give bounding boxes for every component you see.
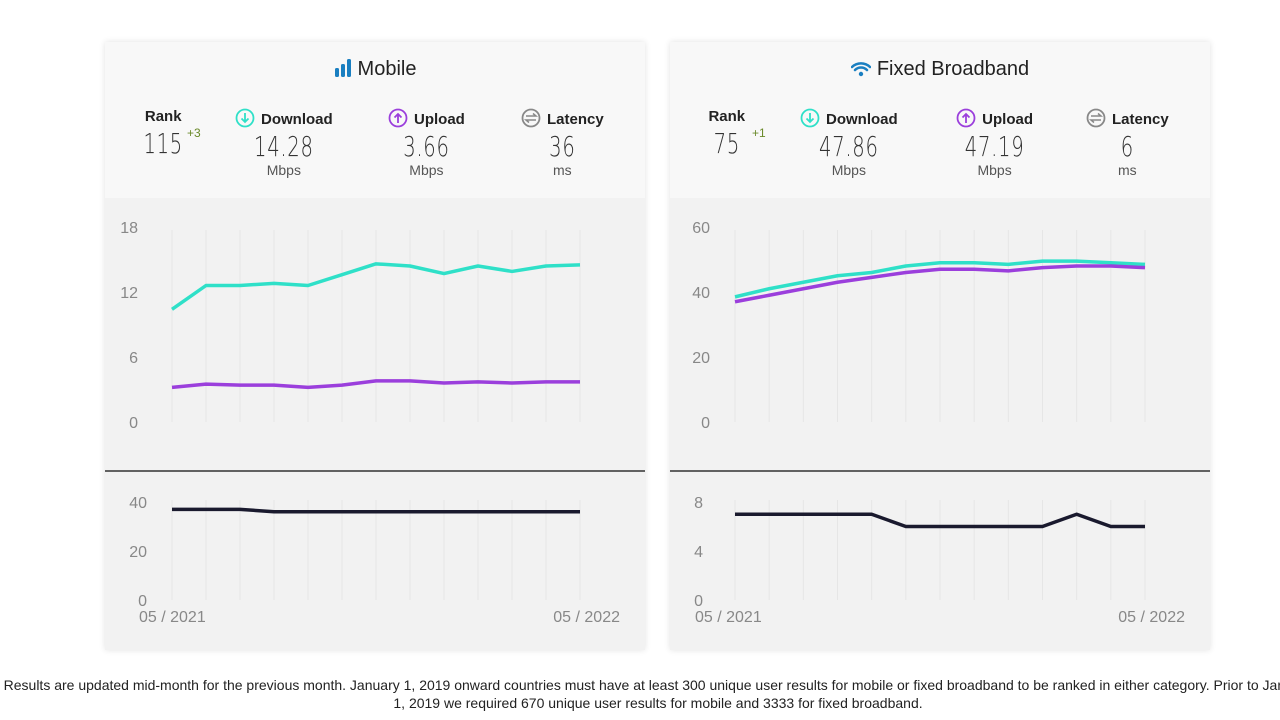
- download-value: 14.28: [254, 130, 314, 163]
- latency-label: Latency: [547, 111, 604, 128]
- download-label: Download: [261, 111, 333, 128]
- card-title: Fixed Broadband: [670, 58, 1210, 81]
- upload-value: 3.66: [403, 130, 450, 163]
- latency-y-tick-label: 40: [129, 495, 147, 512]
- upload-icon: [956, 108, 982, 128]
- y-tick-label: 0: [129, 415, 138, 432]
- download-icon: [800, 108, 826, 128]
- wifi-icon: [850, 58, 877, 80]
- card-title: Mobile: [105, 58, 645, 81]
- latency-unit: ms: [1118, 162, 1137, 178]
- y-tick-label: 0: [701, 415, 710, 432]
- rank-stat: Rank 115: [135, 108, 191, 159]
- latency-stat: Latency 36 ms: [521, 108, 604, 178]
- download-stat: Download 47.86 Mbps: [800, 108, 898, 178]
- latency-label: Latency: [1112, 111, 1169, 128]
- rank-label: Rank: [708, 108, 746, 125]
- download-stat: Download 14.28 Mbps: [235, 108, 333, 178]
- upload-line: [171, 379, 580, 390]
- latency-line: [172, 507, 580, 514]
- latency-stat: Latency 6 ms: [1086, 108, 1169, 178]
- fixed-broadband-card: Fixed Broadband Rank 75 +1 Download 47.86 M…: [670, 42, 1210, 650]
- download-line: [734, 259, 1146, 299]
- latency-y-tick-label: 20: [129, 544, 147, 561]
- rank-label: Rank: [144, 108, 182, 125]
- latency-value: 36: [549, 130, 576, 163]
- rank-stat: Rank 75: [708, 108, 746, 159]
- download-label: Download: [826, 111, 898, 128]
- speed-chart: 0 6 12 18 0 20 40 05 / 2021 05 / 2022: [105, 220, 645, 626]
- latency-unit: ms: [553, 162, 572, 178]
- latency-icon: [1086, 108, 1112, 128]
- x-label-end: 05 / 2022: [553, 609, 620, 626]
- y-tick-label: 18: [120, 220, 138, 237]
- title-text: Fixed Broadband: [876, 58, 1030, 80]
- rank-change: +3: [187, 126, 201, 140]
- y-tick-label: 60: [692, 220, 710, 237]
- latency-icon: [521, 108, 547, 128]
- latency-y-tick-label: 0: [138, 593, 147, 610]
- speed-chart: 0 20 40 60 0 4 8 05 / 2021 05 / 2022: [670, 220, 1210, 626]
- upload-stat: Upload 3.66 Mbps: [388, 108, 465, 178]
- latency-y-tick-label: 0: [694, 593, 703, 610]
- upload-line: [734, 264, 1146, 304]
- download-icon: [235, 108, 261, 128]
- latency-value: 6: [1120, 130, 1134, 163]
- latency-line: [735, 512, 1145, 529]
- x-label-end: 05 / 2022: [1118, 609, 1185, 626]
- y-tick-label: 20: [692, 350, 710, 367]
- y-tick-label: 12: [120, 285, 138, 302]
- upload-value: 47.19: [964, 130, 1025, 163]
- download-unit: Mbps: [266, 162, 301, 178]
- download-value: 47.86: [819, 130, 879, 163]
- rank-change: +1: [752, 126, 766, 140]
- summary-header: Fixed Broadband Rank 75 +1 Download 47.86 M…: [670, 42, 1210, 198]
- title-text: Mobile: [357, 58, 417, 80]
- upload-stat: Upload 47.19 Mbps: [952, 108, 1037, 178]
- y-tick-label: 40: [692, 285, 710, 302]
- upload-label: Upload: [982, 111, 1033, 128]
- latency-y-tick-label: 8: [694, 495, 703, 512]
- latency-y-tick-label: 4: [694, 544, 703, 561]
- rank-value: 115: [143, 127, 183, 160]
- upload-unit: Mbps: [977, 162, 1012, 178]
- footnote: Results are updated mid-month for the pr…: [3, 677, 1280, 711]
- mobile-card: Mobile Rank 115 +3 Download 14.28 Mbps Uplo…: [105, 42, 645, 650]
- y-tick-label: 6: [129, 350, 138, 367]
- upload-label: Upload: [414, 111, 465, 128]
- upload-unit: Mbps: [409, 162, 444, 178]
- signal-bars-icon: [334, 58, 358, 80]
- upload-icon: [388, 108, 414, 128]
- x-label-start: 05 / 2021: [695, 609, 762, 626]
- summary-header: Mobile Rank 115 +3 Download 14.28 Mbps Uplo…: [105, 42, 645, 198]
- rank-value: 75: [713, 127, 740, 160]
- x-label-start: 05 / 2021: [139, 609, 206, 626]
- download-line: [170, 262, 581, 311]
- download-unit: Mbps: [831, 162, 866, 178]
